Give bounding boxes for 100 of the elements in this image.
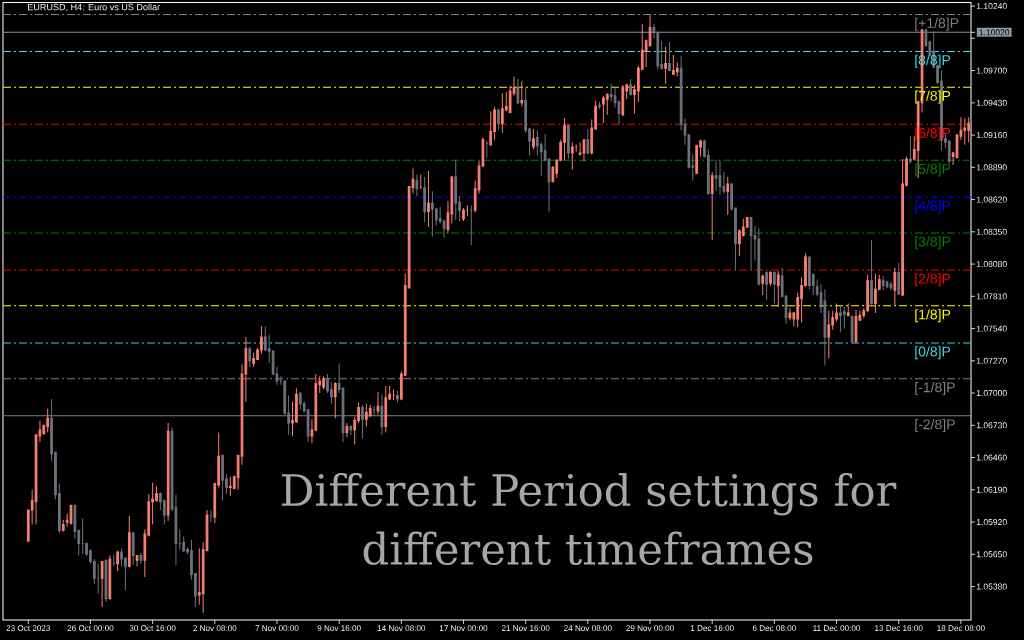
y-tick-label: 1.08080 [976, 261, 1007, 268]
candlestick [668, 41, 671, 72]
candlestick [967, 116, 971, 143]
y-tick-label: 1.07000 [976, 390, 1007, 397]
y-tick-label: 1.10020 [979, 29, 1010, 36]
x-tick-label: 30 Oct 16:00 [129, 625, 176, 632]
ref-line-label: [0/8]P [915, 346, 951, 360]
y-tick-label: 1.08350 [976, 228, 1007, 235]
candlestick [664, 46, 667, 85]
ref-line-label: [1/8]P [915, 309, 951, 323]
candlestick [263, 325, 267, 352]
candlestick [489, 110, 493, 147]
candlestick [874, 273, 877, 314]
candlestick [345, 422, 349, 438]
x-tick-label: 17 Nov 00:00 [439, 625, 488, 632]
x-tick-label: 7 Nov 00:00 [255, 625, 299, 632]
candlestick [870, 239, 873, 306]
candlestick [714, 159, 718, 192]
y-tick-label: 1.08890 [976, 164, 1007, 171]
candlestick [415, 173, 419, 197]
candlestick [563, 117, 566, 161]
ref-line-label: [2/8]P [915, 273, 951, 287]
x-tick-label: 14 Nov 08:00 [377, 625, 426, 632]
candlestick [330, 381, 333, 405]
ref-line-label: [4/8]P [915, 200, 951, 214]
candlestick [947, 140, 951, 165]
x-tick-label: 11 Dec 00:00 [813, 625, 861, 632]
y-tick-label: 1.09160 [976, 132, 1007, 139]
y-tick-label: 1.05920 [976, 519, 1007, 526]
x-tick-label: 2 Nov 08:00 [193, 625, 237, 632]
y-tick-label: 1.06730 [976, 422, 1007, 429]
candlestick [532, 128, 535, 150]
ref-line-label: [-1/8]P [915, 382, 955, 396]
candlestick [718, 159, 722, 196]
candlestick [139, 552, 143, 565]
ref-line-label: [+1/8]P [915, 17, 959, 31]
candlestick [46, 408, 50, 433]
candlestick [209, 509, 213, 523]
candlestick [361, 404, 364, 439]
candlestick [788, 307, 792, 321]
candlestick [248, 345, 252, 368]
candlestick [131, 532, 135, 566]
x-tick-label: 9 Nov 16:00 [317, 625, 361, 632]
candlestick [738, 228, 741, 257]
x-tick-label: 29 Nov 00:00 [626, 625, 674, 632]
y-tick-label: 1.05380 [976, 583, 1007, 590]
candlestick [582, 139, 586, 162]
candlestick [535, 129, 539, 156]
y-tick-label: 1.09700 [976, 67, 1007, 74]
candlestick [893, 267, 897, 307]
x-tick-label: 21 Nov 16:00 [501, 625, 550, 632]
candlestick [776, 270, 780, 308]
candlestick [726, 176, 730, 216]
x-tick-label: 24 Nov 08:00 [564, 625, 612, 632]
x-tick-label: 23 Oct 2023 [6, 625, 51, 632]
y-tick-label: 1.10240 [976, 3, 1007, 10]
candlestick [431, 190, 434, 238]
candlestick [442, 219, 446, 239]
chart-title: EURUSD, H4: Euro vs US Dollar [28, 3, 160, 12]
candlestick [570, 141, 574, 171]
y-tick-label: 1.07810 [976, 293, 1007, 300]
y-tick-label: 1.08620 [976, 196, 1007, 203]
y-tick-label: 1.06460 [976, 454, 1007, 461]
x-tick-label: 13 Dec 16:00 [875, 625, 923, 632]
candlestick [493, 105, 496, 141]
x-tick-label: 26 Oct 00:00 [67, 625, 114, 632]
candlestick [333, 381, 337, 419]
y-tick-label: 1.07540 [976, 325, 1007, 332]
y-tick-label: 1.05650 [976, 551, 1007, 558]
y-tick-label: 1.07270 [976, 357, 1007, 364]
ref-line-label: [-2/8]P [915, 419, 955, 433]
candlestick [228, 476, 232, 497]
candlestick [135, 555, 139, 567]
candlestick [364, 403, 368, 428]
candlestick [586, 128, 590, 155]
candlestick [827, 310, 831, 359]
x-tick-label: 6 Dec 08:00 [752, 625, 796, 632]
y-tick-label: 1.06190 [976, 486, 1007, 493]
candlestick [897, 262, 901, 296]
candlestick [648, 13, 652, 48]
candlestick [100, 560, 104, 608]
candlestick [423, 176, 426, 223]
candlestick [765, 270, 768, 301]
candlestick [749, 216, 753, 271]
candlestick [909, 135, 912, 165]
candlestick [376, 391, 380, 416]
candlestick [501, 92, 504, 134]
candlestick [427, 170, 430, 228]
candlestick [520, 80, 524, 107]
x-tick-label: 1 Dec 16:00 [690, 625, 734, 632]
candlestick [602, 95, 605, 124]
candlestick [380, 393, 384, 436]
candlestick [326, 373, 329, 394]
candlestick [710, 171, 714, 241]
y-tick-label: 1.09430 [976, 99, 1007, 106]
x-tick-label: 18 Dec 08:00 [937, 625, 985, 632]
annotation: Different Period settings for different timeframes [282, 472, 897, 566]
candlestick [963, 117, 967, 146]
candlestick [839, 304, 842, 333]
candlestick [842, 306, 846, 330]
